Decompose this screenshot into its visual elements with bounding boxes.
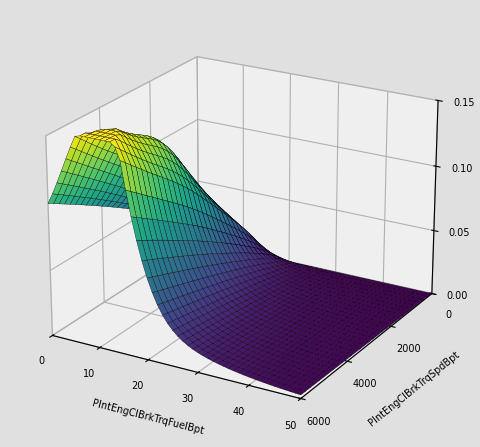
Y-axis label: PIntEngClBrkTrqSpdBpt: PIntEngClBrkTrqSpdBpt [366,349,461,428]
X-axis label: PIntEngClBrkTrqFuelBpt: PIntEngClBrkTrqFuelBpt [91,398,205,436]
